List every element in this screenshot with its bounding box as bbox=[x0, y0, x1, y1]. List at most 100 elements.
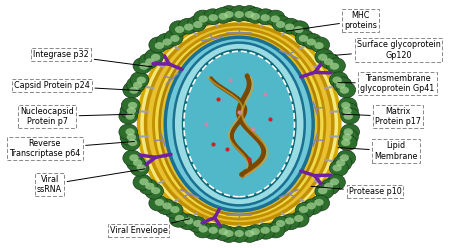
Ellipse shape bbox=[336, 159, 346, 166]
Ellipse shape bbox=[333, 155, 352, 171]
Ellipse shape bbox=[209, 227, 218, 234]
Ellipse shape bbox=[183, 50, 295, 198]
Ellipse shape bbox=[133, 58, 152, 74]
Text: Lipid
Membrane: Lipid Membrane bbox=[338, 141, 418, 161]
Ellipse shape bbox=[175, 26, 184, 33]
Ellipse shape bbox=[245, 11, 254, 18]
Ellipse shape bbox=[294, 215, 303, 222]
Ellipse shape bbox=[156, 33, 175, 49]
Ellipse shape bbox=[119, 108, 137, 124]
Ellipse shape bbox=[145, 49, 164, 65]
Ellipse shape bbox=[123, 82, 142, 98]
Ellipse shape bbox=[321, 53, 339, 69]
Ellipse shape bbox=[240, 227, 259, 242]
Ellipse shape bbox=[133, 82, 142, 89]
Ellipse shape bbox=[155, 42, 164, 49]
Ellipse shape bbox=[276, 220, 285, 227]
Ellipse shape bbox=[341, 108, 359, 124]
Ellipse shape bbox=[164, 30, 183, 46]
Ellipse shape bbox=[329, 160, 348, 176]
Ellipse shape bbox=[338, 97, 357, 113]
Ellipse shape bbox=[230, 6, 248, 21]
Ellipse shape bbox=[149, 195, 168, 211]
Ellipse shape bbox=[163, 202, 172, 210]
Ellipse shape bbox=[146, 24, 333, 224]
Ellipse shape bbox=[151, 54, 160, 61]
Text: Integrase p32: Integrase p32 bbox=[33, 50, 152, 67]
Ellipse shape bbox=[137, 164, 146, 171]
Ellipse shape bbox=[324, 58, 333, 65]
Ellipse shape bbox=[251, 228, 260, 235]
Ellipse shape bbox=[341, 124, 359, 140]
Ellipse shape bbox=[188, 217, 206, 232]
Ellipse shape bbox=[193, 10, 212, 26]
Ellipse shape bbox=[337, 150, 356, 166]
Ellipse shape bbox=[149, 37, 168, 53]
Text: Protease p10: Protease p10 bbox=[311, 186, 401, 196]
Ellipse shape bbox=[127, 77, 145, 93]
Ellipse shape bbox=[145, 183, 155, 190]
Ellipse shape bbox=[129, 87, 139, 94]
Ellipse shape bbox=[199, 225, 208, 233]
Ellipse shape bbox=[314, 42, 324, 49]
Text: Capsid Protein p24: Capsid Protein p24 bbox=[14, 81, 140, 91]
Ellipse shape bbox=[327, 58, 346, 74]
Ellipse shape bbox=[139, 63, 149, 70]
Text: Surface glycoprotein
Gp120: Surface glycoprotein Gp120 bbox=[336, 40, 440, 60]
Ellipse shape bbox=[339, 129, 358, 145]
Ellipse shape bbox=[126, 113, 135, 120]
Ellipse shape bbox=[272, 217, 291, 232]
Ellipse shape bbox=[139, 53, 158, 69]
Ellipse shape bbox=[139, 178, 149, 185]
Ellipse shape bbox=[290, 211, 309, 227]
Ellipse shape bbox=[337, 82, 356, 98]
Ellipse shape bbox=[145, 58, 155, 65]
Ellipse shape bbox=[203, 9, 222, 25]
Ellipse shape bbox=[213, 7, 232, 23]
Ellipse shape bbox=[133, 159, 142, 166]
Ellipse shape bbox=[170, 35, 180, 42]
Ellipse shape bbox=[145, 183, 164, 199]
Ellipse shape bbox=[338, 135, 357, 151]
Ellipse shape bbox=[120, 103, 139, 119]
Ellipse shape bbox=[295, 202, 314, 218]
Ellipse shape bbox=[339, 103, 358, 119]
Text: MHC
proteins: MHC proteins bbox=[286, 11, 377, 31]
Ellipse shape bbox=[318, 54, 328, 61]
Ellipse shape bbox=[127, 155, 145, 171]
Ellipse shape bbox=[295, 30, 314, 46]
Ellipse shape bbox=[169, 21, 188, 37]
Ellipse shape bbox=[175, 215, 184, 222]
Ellipse shape bbox=[156, 199, 175, 215]
Ellipse shape bbox=[251, 13, 260, 20]
Ellipse shape bbox=[230, 227, 248, 242]
Ellipse shape bbox=[130, 72, 149, 88]
Ellipse shape bbox=[344, 128, 353, 135]
Ellipse shape bbox=[303, 199, 322, 215]
Ellipse shape bbox=[271, 225, 280, 233]
Ellipse shape bbox=[329, 72, 348, 88]
Ellipse shape bbox=[224, 230, 234, 237]
Ellipse shape bbox=[160, 33, 319, 215]
Ellipse shape bbox=[184, 217, 193, 224]
Text: Viral
ssRNA: Viral ssRNA bbox=[37, 169, 145, 194]
Ellipse shape bbox=[127, 134, 136, 141]
Ellipse shape bbox=[318, 187, 328, 194]
Ellipse shape bbox=[213, 225, 232, 241]
Ellipse shape bbox=[281, 18, 300, 34]
Ellipse shape bbox=[235, 11, 244, 18]
Ellipse shape bbox=[285, 217, 294, 224]
Ellipse shape bbox=[333, 77, 352, 93]
Ellipse shape bbox=[138, 19, 340, 229]
Ellipse shape bbox=[281, 214, 300, 230]
Ellipse shape bbox=[224, 11, 234, 18]
Ellipse shape bbox=[155, 199, 164, 206]
Ellipse shape bbox=[294, 26, 303, 33]
Ellipse shape bbox=[154, 29, 325, 219]
Ellipse shape bbox=[151, 187, 160, 194]
Ellipse shape bbox=[330, 63, 339, 70]
Ellipse shape bbox=[170, 206, 180, 213]
Ellipse shape bbox=[341, 102, 350, 109]
Ellipse shape bbox=[290, 21, 309, 37]
Ellipse shape bbox=[276, 21, 285, 28]
